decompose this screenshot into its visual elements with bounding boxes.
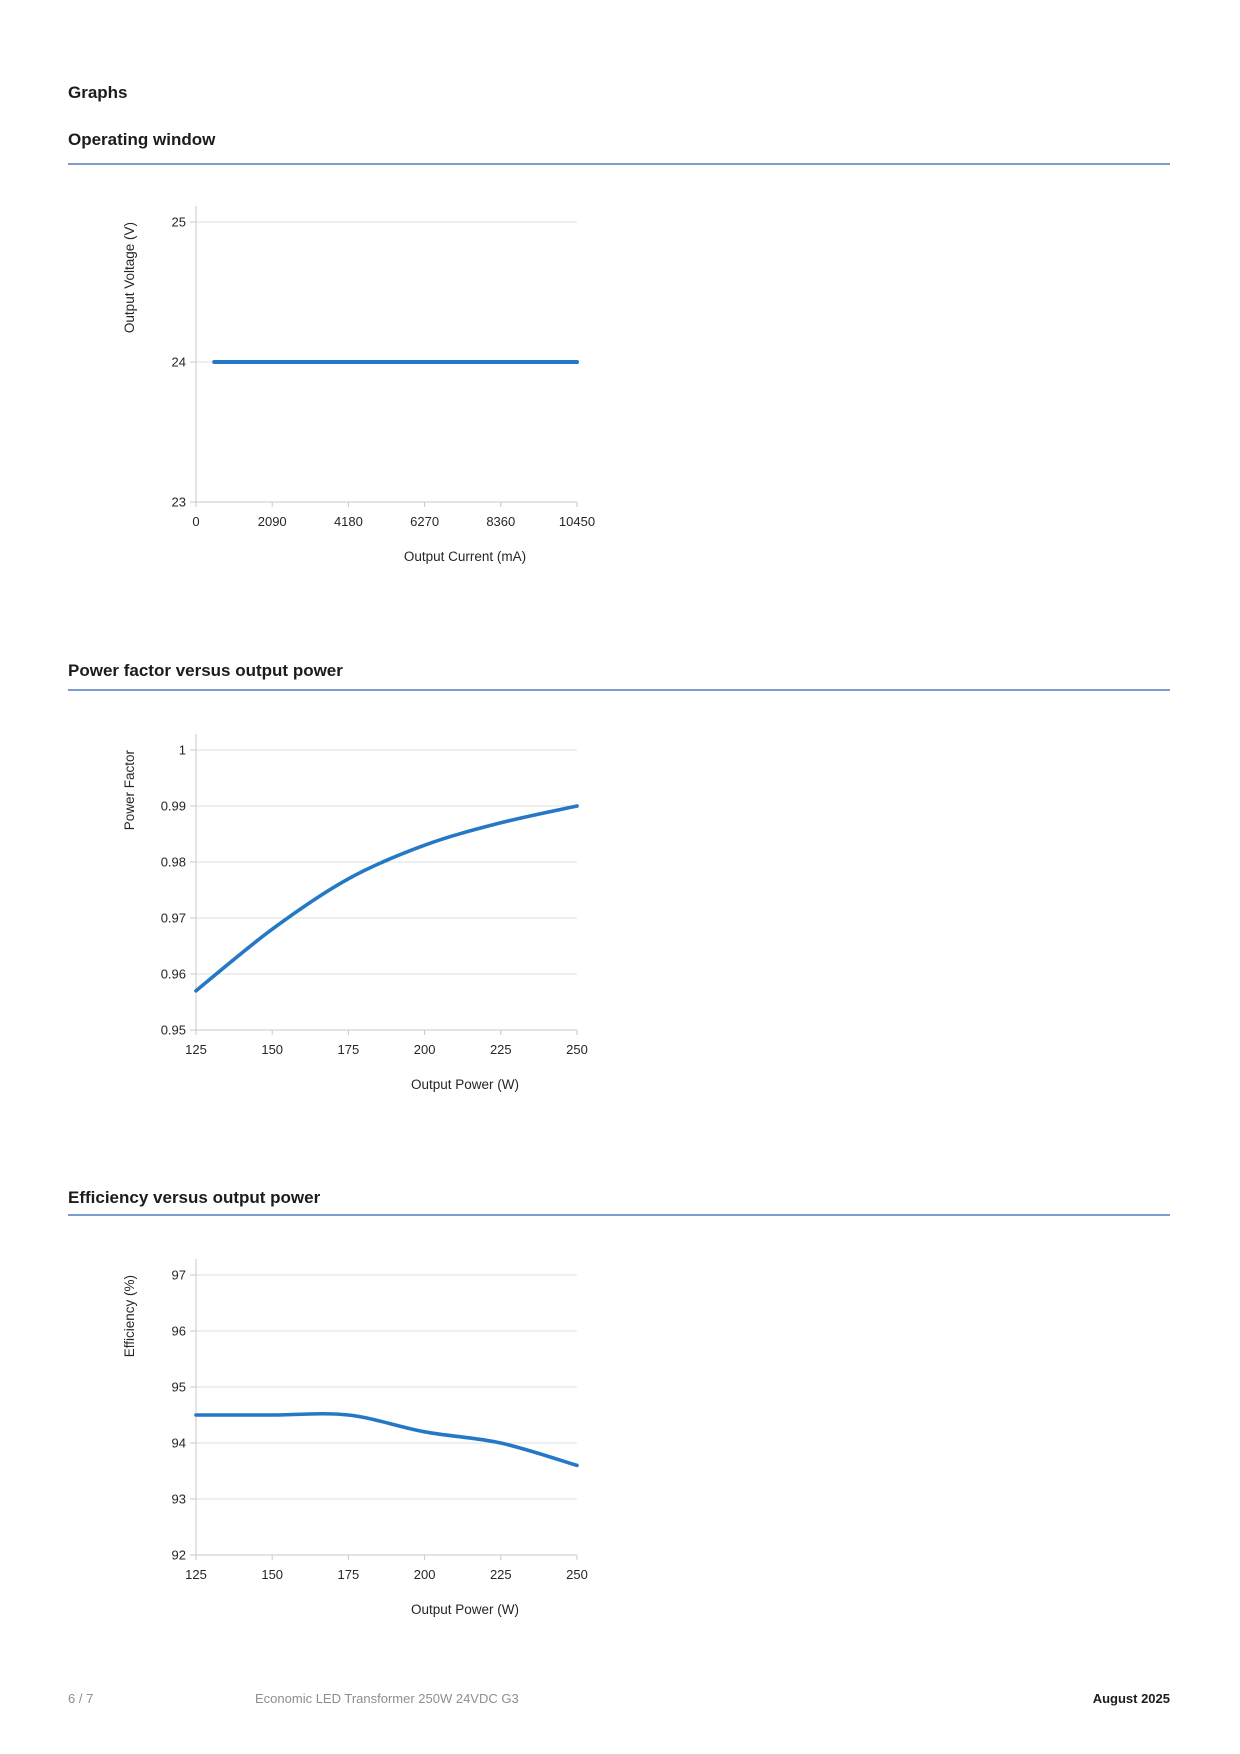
x-tick-label: 4180: [334, 514, 363, 529]
chart-canvas: 92 93 94 95 96 97 125 150 175 200 225 250 Output Pow…: [122, 1259, 588, 1617]
section-heading-power-factor: Power factor versus output power: [68, 661, 343, 680]
x-tick-label: 150: [261, 1042, 283, 1057]
y-axis-title: Power Factor: [122, 750, 137, 831]
data-line: [194, 804, 579, 993]
y-tick-label: 0.95: [161, 1023, 186, 1038]
x-axis-title: Output Power (W): [411, 1602, 519, 1617]
x-tick-label: 0: [192, 514, 199, 529]
section-heading-operating-window: Operating window: [68, 130, 216, 149]
section-divider: [68, 689, 1170, 691]
x-tick-label: 150: [261, 1567, 283, 1582]
x-tick-label: 10450: [559, 514, 595, 529]
y-tick-label: 0.99: [161, 799, 186, 814]
y-tick-label: 93: [172, 1492, 186, 1507]
y-tick-label: 0.97: [161, 911, 186, 926]
chart-efficiency: 92 93 94 95 96 97 125 150 175 200 225 250 Output Pow…: [60, 1239, 620, 1624]
footer-page-number: 6 / 7: [68, 1691, 94, 1706]
x-tick-label: 8360: [486, 514, 515, 529]
y-tick-label: 97: [172, 1268, 186, 1283]
section-divider: [68, 163, 1170, 165]
y-axis-title: Efficiency (%): [122, 1275, 137, 1357]
data-line: [194, 1411, 579, 1468]
chart-operating-window: 23 24 25 0 2090 4180 6270 8360 10450 Output Curre…: [60, 186, 620, 571]
x-axis-title: Output Current (mA): [404, 549, 526, 564]
y-tick-label: 25: [172, 215, 186, 230]
x-tick-label: 200: [414, 1567, 436, 1582]
x-tick-label: 175: [338, 1567, 360, 1582]
x-tick-label: 225: [490, 1042, 512, 1057]
x-tick-label: 225: [490, 1567, 512, 1582]
x-tick-label: 250: [566, 1567, 588, 1582]
section-heading-efficiency: Efficiency versus output power: [68, 1188, 321, 1207]
y-tick-label: 96: [172, 1324, 186, 1339]
x-tick-label: 250: [566, 1042, 588, 1057]
x-tick-label: 125: [185, 1042, 207, 1057]
x-tick-label: 6270: [410, 514, 439, 529]
chart-power-factor: 0.95 0.96 0.97 0.98 0.99 1 125 150 175 200 225 250 O…: [60, 714, 620, 1099]
y-axis-title: Output Voltage (V): [122, 222, 137, 333]
y-tick-label: 0.98: [161, 855, 186, 870]
y-tick-label: 24: [172, 355, 186, 370]
y-tick-label: 92: [172, 1548, 186, 1563]
y-tick-label: 1: [179, 743, 186, 758]
y-tick-label: 23: [172, 495, 186, 510]
footer-date: August 2025: [1092, 1691, 1170, 1706]
x-axis-title: Output Power (W): [411, 1077, 519, 1092]
y-tick-label: 94: [172, 1436, 186, 1451]
x-tick-label: 2090: [258, 514, 287, 529]
x-tick-label: 125: [185, 1567, 207, 1582]
y-tick-label: 95: [172, 1380, 186, 1395]
page-title: Graphs: [68, 83, 128, 102]
footer-product-name: Economic LED Transformer 250W 24VDC G3: [255, 1691, 519, 1706]
section-divider: [68, 1214, 1170, 1216]
chart-canvas: 0.95 0.96 0.97 0.98 0.99 1 125 150 175 200 225 250 O…: [122, 734, 588, 1092]
x-tick-label: 175: [338, 1042, 360, 1057]
chart-canvas: 23 24 25 0 2090 4180 6270 8360 10450 Output Curre…: [122, 206, 595, 564]
x-tick-label: 200: [414, 1042, 436, 1057]
y-tick-label: 0.96: [161, 967, 186, 982]
